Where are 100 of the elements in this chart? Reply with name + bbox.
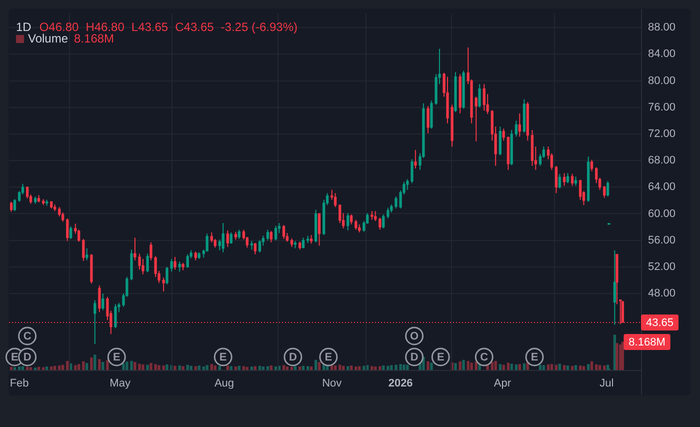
candlestick [474, 96, 478, 142]
candlestick [258, 240, 262, 253]
candlestick [603, 185, 606, 198]
candlestick [102, 293, 104, 311]
candlestick [318, 212, 321, 246]
bar [578, 365, 582, 370]
bar [66, 360, 69, 370]
candlestick [178, 261, 181, 272]
candlestick [554, 165, 558, 194]
legend-label: Volume [28, 31, 68, 46]
candlestick [238, 229, 240, 240]
candlestick [386, 207, 390, 219]
annotation: D [288, 352, 297, 364]
candlestick [350, 214, 353, 225]
bar [306, 366, 310, 370]
candlestick [570, 173, 574, 186]
bar [314, 360, 318, 370]
bar [510, 364, 513, 370]
candlestick [98, 285, 101, 313]
y-tick-label: 52.00 [648, 260, 676, 273]
annotation: D [23, 352, 32, 364]
bar [282, 365, 286, 370]
bar [286, 366, 289, 370]
annotation: -3.25 (-6.93%) [220, 20, 298, 34]
bar [430, 362, 433, 370]
bar [218, 366, 221, 370]
bar [230, 366, 232, 370]
bar [406, 364, 409, 370]
y-tick-label: 56.00 [648, 234, 676, 246]
candlestick [590, 159, 594, 172]
bar [354, 366, 358, 370]
candlestick [518, 112, 521, 138]
annotation: D [410, 352, 418, 364]
bar [246, 366, 248, 370]
bar [514, 364, 518, 370]
bar [98, 359, 101, 370]
bar [266, 366, 270, 370]
bar [194, 366, 197, 370]
annotation: E [11, 352, 18, 364]
bar [198, 365, 200, 370]
bar [82, 361, 85, 370]
y-tick-label: 84.00 [648, 48, 676, 60]
bar [582, 366, 586, 370]
annotation: O46.80 [39, 20, 80, 34]
bar [86, 363, 88, 370]
candlestick [426, 106, 430, 134]
candlestick [578, 179, 582, 200]
bar [106, 360, 109, 370]
candlestick [374, 210, 377, 222]
bar [310, 366, 313, 370]
bar [234, 366, 238, 370]
candlestick [222, 222, 224, 253]
bar [262, 366, 265, 370]
bar [558, 364, 562, 370]
bar [94, 354, 96, 370]
bar [214, 365, 216, 370]
bar [494, 360, 497, 370]
candlestick [86, 248, 88, 261]
text: 1D [16, 20, 32, 34]
bar [619, 344, 622, 370]
candlestick [566, 172, 570, 184]
bar [616, 343, 618, 370]
candlestick [482, 84, 486, 112]
annotation: 8.168M [74, 31, 114, 46]
annotation: C [23, 330, 32, 343]
x-tick-label: May [110, 378, 131, 390]
annotation: O [410, 330, 420, 343]
annotation: H46.80 [86, 20, 125, 34]
candlestick [558, 173, 562, 189]
bar [595, 364, 598, 370]
candlestick [82, 238, 85, 262]
bar [603, 365, 606, 370]
bar [522, 363, 526, 370]
bar [334, 365, 337, 370]
bar [226, 365, 230, 370]
y-tick-label: 76.00 [648, 101, 676, 114]
bar [146, 364, 149, 370]
annotation: C43.65 [175, 20, 214, 34]
y-tick-label: 68.00 [648, 154, 676, 167]
bar [13, 367, 16, 370]
bar [242, 366, 246, 370]
bar [37, 366, 40, 370]
bar [378, 366, 382, 370]
bar [50, 366, 53, 370]
bar [550, 364, 554, 370]
candlestick [382, 214, 385, 229]
bar [254, 366, 256, 370]
bar [102, 362, 104, 370]
candlestick [514, 120, 518, 138]
candlestick [378, 217, 382, 230]
bar [490, 362, 494, 370]
bar [74, 365, 77, 370]
bar [422, 356, 425, 370]
annotation: 8.168M [628, 336, 666, 349]
bar [546, 364, 550, 370]
y-tick-label: 88.00 [648, 22, 676, 34]
candlestick [174, 256, 176, 270]
candlestick [334, 192, 337, 208]
annotation: E [219, 352, 227, 364]
bar [238, 366, 240, 370]
